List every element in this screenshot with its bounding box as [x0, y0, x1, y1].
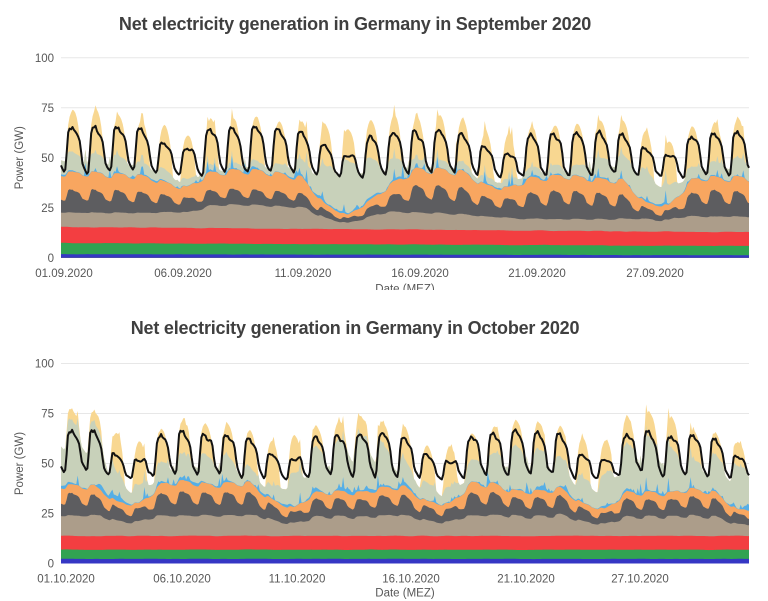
svg-text:100: 100 [35, 359, 54, 371]
svg-text:Date (MEZ): Date (MEZ) [375, 283, 435, 295]
svg-text:01.09.2020: 01.09.2020 [35, 268, 93, 280]
svg-text:50: 50 [41, 153, 54, 165]
svg-text:16.09.2020: 16.09.2020 [391, 268, 449, 280]
svg-text:06.09.2020: 06.09.2020 [154, 268, 212, 280]
svg-text:Power (GW): Power (GW) [14, 126, 26, 189]
svg-text:21.09.2020: 21.09.2020 [508, 268, 566, 280]
svg-text:50: 50 [41, 459, 54, 471]
svg-text:06.10.2020: 06.10.2020 [153, 574, 211, 586]
svg-text:100: 100 [35, 53, 54, 65]
svg-text:75: 75 [41, 409, 54, 421]
svg-text:11.10.2020: 11.10.2020 [269, 574, 326, 586]
svg-text:25: 25 [41, 509, 54, 521]
svg-text:0: 0 [48, 253, 54, 265]
svg-text:27.09.2020: 27.09.2020 [626, 268, 684, 280]
svg-text:21.10.2020: 21.10.2020 [497, 574, 555, 586]
svg-text:11.09.2020: 11.09.2020 [275, 268, 332, 280]
svg-text:0: 0 [48, 559, 54, 571]
svg-text:75: 75 [41, 103, 54, 115]
svg-text:Date (MEZ): Date (MEZ) [375, 588, 435, 600]
svg-text:25: 25 [41, 203, 54, 215]
svg-text:01.10.2020: 01.10.2020 [37, 574, 95, 586]
svg-text:27.10.2020: 27.10.2020 [611, 574, 669, 586]
svg-text:Power (GW): Power (GW) [14, 432, 26, 495]
svg-text:16.10.2020: 16.10.2020 [382, 574, 440, 586]
